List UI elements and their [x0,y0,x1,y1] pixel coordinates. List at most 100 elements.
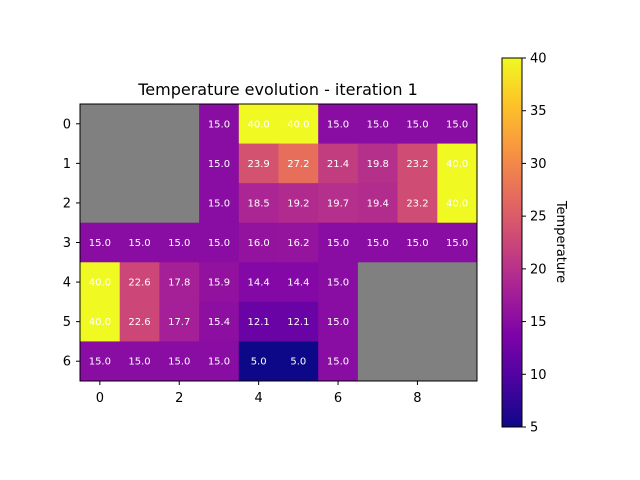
heatmap-cell [159,143,200,184]
heatmap-cell [397,104,438,145]
colorbar-axis: 5 10 15 20 25 30 35 40 [522,52,547,436]
heatmap-cell [318,143,359,184]
heatmap-cell [159,183,200,224]
colorbar-tick-label: 15 [530,315,547,330]
heatmap-cell [199,341,240,382]
cell-value-label: 40.0 [89,317,111,328]
heatmap-cell [437,222,478,263]
cell-value-label: 40.0 [89,278,111,289]
x-tick-label: 0 [96,391,104,406]
heatmap-cell [397,341,438,382]
x-axis: 0 2 4 6 8 [96,381,422,406]
heatmap-cell [238,262,279,303]
cell-value-label: 15.0 [128,238,150,249]
cell-value-label: 15.0 [327,357,349,368]
cell-value-label: 23.2 [406,198,428,209]
heatmap-cell [278,222,319,263]
cell-value-label: 15.0 [128,357,150,368]
heatmap-cell [318,301,359,342]
heatmap-cell [119,301,160,342]
cell-value-label: 17.7 [168,317,190,328]
heatmap-cell [278,143,319,184]
heatmap-cell [159,104,200,145]
cell-value-label: 19.8 [367,159,389,170]
cell-value-label: 19.7 [327,198,349,209]
heatmap-cell [159,341,200,382]
cell-value-label: 15.0 [406,238,428,249]
heatmap-cell [199,222,240,263]
cell-value-label: 15.0 [208,357,230,368]
heatmap-cell [80,104,121,145]
cell-value-label: 15.0 [367,119,389,130]
heatmap-cell [80,143,121,184]
cell-value-label: 15.0 [208,198,230,209]
cell-value-label: 14.4 [287,278,309,289]
heatmap-cells: 15.0 40.0 40.0 15.0 15.0 15.0 15.0 15.0 23.9 27.2… [80,104,478,382]
cell-value-label: 15.0 [446,238,468,249]
heatmap-cell [437,104,478,145]
y-tick-label: 0 [63,117,71,132]
cell-value-label: 15.0 [208,159,230,170]
y-tick-label: 5 [63,315,71,330]
x-tick-label: 2 [175,391,183,406]
colorbar-tick-label: 20 [530,262,547,277]
cell-value-label: 19.4 [367,198,389,209]
heatmap-cell [357,183,399,224]
heatmap-cell [357,301,399,342]
heatmap-cell [159,301,200,342]
cell-value-label: 15.0 [89,238,111,249]
heatmap-cell [357,341,399,382]
colorbar-label: Temperature [553,200,568,283]
heatmap-cell [437,301,478,342]
heatmap-cell [199,183,240,224]
colorbar [501,57,523,428]
cell-value-label: 5.0 [290,357,306,368]
heatmap-cell [80,301,121,342]
y-tick-label: 2 [63,196,71,211]
heatmap-cell [397,262,438,303]
cell-value-label: 40.0 [287,119,309,130]
cell-value-label: 40.0 [446,198,468,209]
cell-value-label: 17.8 [168,278,190,289]
heatmap-cell [437,262,478,303]
cell-value-label: 15.0 [208,119,230,130]
heatmap-cell [80,341,121,382]
heatmap-cell [278,262,319,303]
heatmap-cell [238,341,279,382]
heatmap-cell [397,301,438,342]
heatmap-cell [159,262,200,303]
heatmap-cell [238,222,279,263]
cell-value-label: 15.4 [208,317,230,328]
heatmap-cell [119,143,160,184]
heatmap-cell [199,262,240,303]
y-tick-label: 1 [63,157,71,172]
heatmap-cell [318,104,359,145]
cell-value-label: 15.0 [406,119,428,130]
cell-value-label: 15.0 [89,357,111,368]
cell-value-label: 15.0 [208,238,230,249]
cell-value-label: 15.0 [367,238,389,249]
heatmap-cell [397,183,438,224]
cell-value-label: 15.0 [327,238,349,249]
cell-value-label: 15.9 [208,278,230,289]
heatmap-cell [199,143,240,184]
y-axis: 0 1 2 3 4 5 6 [63,117,80,370]
colorbar-tick-label: 25 [530,210,547,225]
cell-value-label: 40.0 [248,119,270,130]
heatmap-cell [437,143,478,184]
heatmap-cell [437,183,478,224]
x-tick-label: 8 [413,391,421,406]
heatmap-cell [80,262,121,303]
colorbar-tick-label: 10 [530,368,547,383]
cell-value-label: 16.2 [287,238,309,249]
colorbar-tick-label: 30 [530,157,547,172]
cell-value-label: 15.0 [327,278,349,289]
y-tick-label: 4 [63,276,71,291]
y-tick-label: 3 [63,236,71,251]
heatmap-cell [357,222,399,263]
cell-value-label: 19.2 [287,198,309,209]
cell-value-label: 15.0 [446,119,468,130]
cell-value-label: 23.2 [406,159,428,170]
heatmap-cell [119,222,160,263]
